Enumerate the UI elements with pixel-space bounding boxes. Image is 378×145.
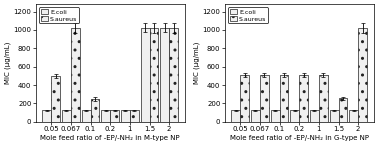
Bar bbox=[42, 110, 51, 122]
Bar bbox=[82, 110, 91, 122]
Bar bbox=[339, 98, 347, 122]
Bar bbox=[240, 75, 249, 122]
Bar bbox=[91, 99, 99, 122]
Bar bbox=[271, 110, 280, 122]
Legend: E.coli, S.aureus: E.coli, S.aureus bbox=[39, 7, 79, 23]
Bar bbox=[101, 110, 110, 122]
Bar bbox=[71, 28, 80, 122]
Bar bbox=[169, 28, 178, 122]
Bar bbox=[130, 110, 139, 122]
Y-axis label: MIC (μg/mL): MIC (μg/mL) bbox=[4, 42, 11, 84]
Bar bbox=[310, 110, 319, 122]
Bar bbox=[349, 110, 358, 122]
Bar bbox=[251, 110, 260, 122]
Bar bbox=[330, 110, 339, 122]
Legend: E.coli, S.aureus: E.coli, S.aureus bbox=[228, 7, 268, 23]
Bar bbox=[150, 28, 158, 122]
Bar bbox=[299, 75, 308, 122]
X-axis label: Mole feed ratio of -EP/-NH₂ in M-type NP: Mole feed ratio of -EP/-NH₂ in M-type NP bbox=[40, 135, 180, 141]
Bar bbox=[290, 110, 299, 122]
Bar bbox=[260, 75, 269, 122]
Bar bbox=[280, 75, 288, 122]
Y-axis label: MIC (μg/mL): MIC (μg/mL) bbox=[193, 42, 200, 84]
X-axis label: Mole feed ratio of -EP/-NH₂ in G-type NP: Mole feed ratio of -EP/-NH₂ in G-type NP bbox=[230, 135, 369, 141]
Bar bbox=[160, 28, 169, 122]
Bar bbox=[358, 28, 367, 122]
Bar bbox=[62, 110, 71, 122]
Bar bbox=[141, 28, 150, 122]
Bar bbox=[121, 110, 130, 122]
Bar bbox=[51, 76, 60, 122]
Bar bbox=[319, 75, 328, 122]
Bar bbox=[110, 110, 119, 122]
Bar bbox=[231, 110, 240, 122]
